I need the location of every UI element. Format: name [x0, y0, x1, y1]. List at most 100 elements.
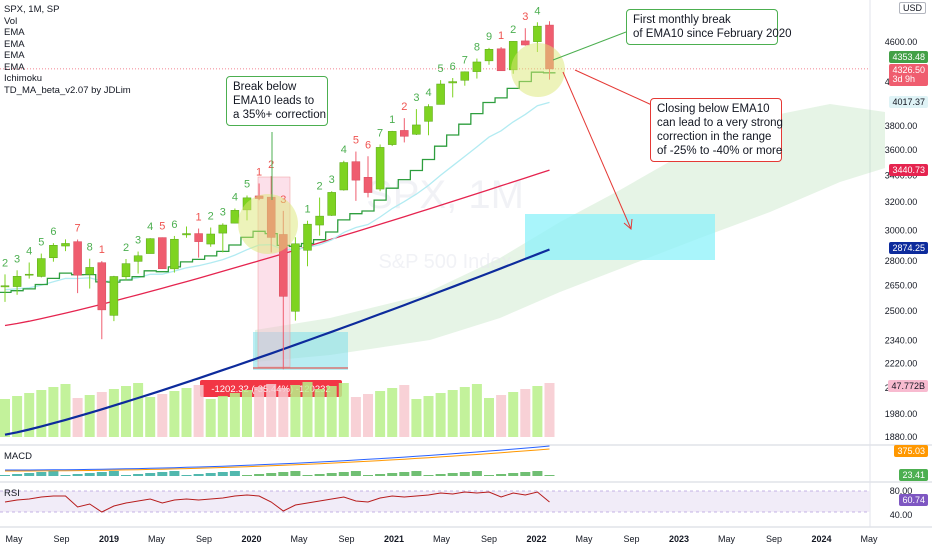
- volume-bar: [302, 382, 313, 437]
- legend-indicator-ichimoku[interactable]: Ichimoku: [4, 73, 43, 84]
- macd-pane: [0, 445, 555, 476]
- td-count: 6: [171, 219, 177, 231]
- candle-body: [484, 49, 494, 62]
- time-tick-label: 2020: [241, 534, 261, 544]
- td-count: 8: [474, 42, 480, 54]
- macd-hist-bar: [338, 472, 349, 476]
- volume-bar: [254, 387, 265, 437]
- volume-bar: [459, 387, 470, 437]
- ema100-price-tag: 2874.25: [889, 242, 928, 254]
- legend-indicator-td-ma[interactable]: TD_MA_beta_v2.07 by JDLim: [4, 84, 131, 96]
- time-tick-label: May: [433, 534, 451, 544]
- time-tick-label: 2023: [669, 534, 689, 544]
- macd-hist-bar: [532, 471, 543, 476]
- time-tick-label: Sep: [766, 534, 782, 544]
- macd-hist-bar: [350, 471, 361, 476]
- callout-line: correction in the range: [657, 131, 772, 143]
- rsi-tick-label: 80.00: [890, 486, 913, 496]
- volume-bar: [0, 399, 10, 437]
- macd-hist-bar: [302, 475, 313, 476]
- macd-hist-bar: [423, 475, 434, 476]
- currency-label[interactable]: USD: [898, 2, 926, 14]
- callout-first-break: First monthly break of EMA10 since Febru…: [626, 9, 792, 45]
- volume-bar: [508, 392, 519, 437]
- macd-hist-bar: [96, 472, 107, 476]
- volume-bar: [363, 394, 373, 437]
- candle-body: [363, 177, 373, 193]
- macd-hist-bar: [544, 475, 555, 476]
- volume-bar: [229, 393, 240, 437]
- td-count: 3: [14, 253, 20, 265]
- td-count: 3: [329, 174, 335, 186]
- td-count: 3: [413, 92, 419, 104]
- legend-indicator-ema[interactable]: EMA: [4, 38, 25, 50]
- volume-bar: [205, 399, 216, 437]
- price-tick-label: 2800.00: [885, 256, 918, 266]
- volume-bar: [36, 390, 47, 437]
- price-tick-label: 3200.00: [885, 197, 918, 207]
- time-axis[interactable]: May Sep 2019 May Sep 2020 May Sep 2021 May Sep 2022…: [5, 534, 878, 544]
- price-tick-label: 2220.00: [885, 359, 918, 369]
- legend-indicator-ema[interactable]: EMA: [4, 27, 25, 38]
- price-tick-label: 3800.00: [885, 121, 918, 131]
- volume-bar: [121, 386, 131, 437]
- macd-hist-bar: [193, 474, 204, 476]
- candle-body: [400, 130, 409, 137]
- macd-hist-bar: [447, 473, 458, 476]
- td-count: 9: [486, 31, 492, 43]
- time-tick-label: May: [5, 534, 23, 544]
- td-count: 1: [498, 30, 504, 42]
- price-tick-label: 4600.00: [885, 37, 918, 47]
- td-count: 4: [425, 87, 431, 99]
- volume-bar: [60, 384, 71, 437]
- callout-line: First monthly break: [633, 14, 731, 26]
- volume-bar: [423, 396, 434, 437]
- rsi-tag: 60.74: [899, 494, 928, 506]
- callout-line: a 35%+ correction: [233, 109, 327, 121]
- ema10-price-tag: 4353.48: [889, 51, 928, 63]
- legend-indicator-ema[interactable]: EMA: [4, 50, 25, 61]
- macd-hist-bar: [484, 475, 494, 476]
- volume-bar: [520, 389, 531, 437]
- candle-body: [182, 233, 191, 236]
- td-count: 2: [2, 257, 8, 269]
- volume-bar: [48, 387, 59, 437]
- legend-symbol[interactable]: SPX, 1M, SP: [4, 4, 60, 15]
- volume-bar: [447, 390, 458, 437]
- macd-hist-bar: [459, 472, 470, 476]
- macd-line: [5, 445, 550, 471]
- measure-rect: [253, 332, 348, 370]
- ema50-line: [4, 169, 550, 327]
- td-count: 4: [534, 5, 540, 17]
- rsi-tick-label: 40.00: [890, 510, 913, 520]
- td-sequential-counts: 2345678123456123451231234567123456789123…: [2, 5, 541, 269]
- pointer-target: [562, 71, 632, 230]
- time-tick-label: May: [718, 534, 736, 544]
- volume-bar: [435, 393, 446, 437]
- td-count: 3: [135, 235, 141, 247]
- td-count: 7: [462, 54, 468, 66]
- candle-body: [24, 273, 34, 276]
- macd-hist-bar: [72, 474, 83, 476]
- highlight-2020: [238, 194, 298, 254]
- volume-bar: [375, 391, 386, 437]
- legend-indicator-ema[interactable]: EMA: [4, 61, 25, 73]
- volume-bar: [145, 397, 156, 437]
- macd-hist-bar: [0, 475, 10, 476]
- spx-price-tag: 4326.50 3d 9h: [889, 64, 928, 86]
- macd-hist-bar: [157, 472, 168, 476]
- time-tick-label: Sep: [481, 534, 497, 544]
- macd-signal-line: [5, 448, 550, 472]
- candle-body: [436, 83, 445, 105]
- time-tick-label: 2021: [384, 534, 404, 544]
- macd-hist-bar: [375, 474, 386, 476]
- volume-bar: [496, 395, 507, 437]
- td-count: 1: [256, 166, 262, 178]
- td-count: 5: [438, 63, 444, 75]
- candle-body: [73, 241, 82, 276]
- macd-hist-bar: [145, 473, 156, 476]
- legend-indicator-vol[interactable]: Vol: [4, 15, 18, 27]
- volume-bar: [169, 391, 180, 437]
- macd-hist-bar: [12, 474, 23, 476]
